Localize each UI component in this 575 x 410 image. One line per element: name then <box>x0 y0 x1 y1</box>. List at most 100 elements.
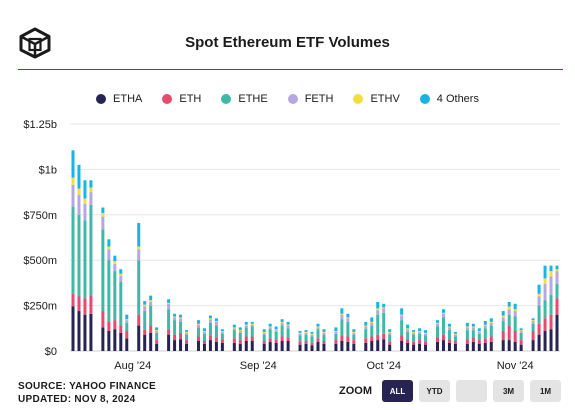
bar-segment-eth[interactable] <box>244 336 248 342</box>
bar-segment-feth[interactable] <box>155 331 159 333</box>
bar-segment-feth[interactable] <box>71 184 75 207</box>
bar-segment-ethv[interactable] <box>113 261 117 264</box>
bar-segment-feth[interactable] <box>424 333 428 336</box>
bar-segment-feth[interactable] <box>304 332 308 335</box>
bar-segment-ethe[interactable] <box>465 330 469 340</box>
bar-segment-eth[interactable] <box>71 293 75 307</box>
bar-segment-etha[interactable] <box>125 338 129 351</box>
bar-segment-eth[interactable] <box>185 340 189 344</box>
bar-segment-eth[interactable] <box>435 337 439 342</box>
bar-segment-feth[interactable] <box>274 330 278 332</box>
bar-segment-4-others[interactable] <box>555 265 559 270</box>
bar-segment-feth[interactable] <box>232 328 236 331</box>
bar-segment-feth[interactable] <box>214 321 218 326</box>
bar-segment-ethv[interactable] <box>143 304 147 307</box>
bar-segment-ethe[interactable] <box>364 329 368 339</box>
bar-segment-4-others[interactable] <box>196 320 200 324</box>
bar-segment-feth[interactable] <box>143 306 147 312</box>
bar-segment-ethv[interactable] <box>519 330 523 332</box>
bar-segment-ethv[interactable] <box>280 321 284 323</box>
bar-segment-etha[interactable] <box>400 341 404 351</box>
bar-segment-ethe[interactable] <box>322 334 326 342</box>
bar-segment-ethv[interactable] <box>286 324 290 326</box>
bar-segment-ethv[interactable] <box>89 187 93 193</box>
legend-item-0[interactable]: ETHA <box>96 91 142 107</box>
bar-segment-etha[interactable] <box>298 344 302 351</box>
bar-segment-4-others[interactable] <box>208 315 212 319</box>
bar-segment-etha[interactable] <box>214 341 218 351</box>
legend-item-1[interactable]: ETH <box>162 91 201 107</box>
bar-segment-feth[interactable] <box>507 309 511 315</box>
bar-segment-ethv[interactable] <box>477 331 481 332</box>
bar-segment-etha[interactable] <box>83 314 87 351</box>
bar-segment-eth[interactable] <box>155 340 159 344</box>
bar-segment-4-others[interactable] <box>202 328 206 332</box>
bar-segment-ethe[interactable] <box>471 330 475 338</box>
bar-segment-ethv[interactable] <box>513 309 517 312</box>
bar-segment-ethe[interactable] <box>435 326 439 338</box>
bar-segment-eth[interactable] <box>179 332 183 340</box>
bar-segment-eth[interactable] <box>340 335 344 342</box>
bar-segment-ethe[interactable] <box>424 335 428 342</box>
bar-segment-ethv[interactable] <box>304 331 308 333</box>
bar-segment-ethv[interactable] <box>202 331 206 332</box>
bar-segment-4-others[interactable] <box>507 301 511 307</box>
bar-segment-etha[interactable] <box>513 341 517 351</box>
bar-segment-ethe[interactable] <box>418 333 422 341</box>
bar-segment-eth[interactable] <box>274 339 278 343</box>
bar-segment-etha[interactable] <box>77 311 81 351</box>
bar-segment-ethe[interactable] <box>376 314 380 335</box>
bar-segment-ethe[interactable] <box>280 325 284 337</box>
bar-segment-eth[interactable] <box>501 331 505 341</box>
bar-segment-ethv[interactable] <box>250 323 254 325</box>
bar-segment-4-others[interactable] <box>89 180 93 188</box>
bar-segment-ethe[interactable] <box>334 333 338 341</box>
bar-segment-eth[interactable] <box>489 336 493 342</box>
bar-segment-4-others[interactable] <box>119 269 123 274</box>
bar-segment-feth[interactable] <box>376 310 380 315</box>
bar-segment-feth[interactable] <box>400 315 404 321</box>
bar-segment-feth[interactable] <box>352 332 356 335</box>
bar-segment-etha[interactable] <box>167 334 171 351</box>
bar-segment-ethe[interactable] <box>262 334 266 342</box>
bar-segment-ethv[interactable] <box>555 269 559 272</box>
bar-segment-eth[interactable] <box>537 323 541 335</box>
bar-segment-feth[interactable] <box>244 325 248 328</box>
bar-segment-4-others[interactable] <box>298 331 302 333</box>
bar-segment-eth[interactable] <box>262 341 266 344</box>
bar-segment-etha[interactable] <box>382 339 386 351</box>
bar-segment-4-others[interactable] <box>268 323 272 327</box>
bar-segment-ethv[interactable] <box>483 324 487 326</box>
bar-segment-eth[interactable] <box>531 331 535 341</box>
bar-segment-eth[interactable] <box>107 321 111 332</box>
bar-segment-feth[interactable] <box>388 332 392 335</box>
zoom-button-3m[interactable]: 3M <box>493 380 524 402</box>
bar-segment-feth[interactable] <box>316 327 320 330</box>
bar-segment-4-others[interactable] <box>250 321 254 324</box>
bar-segment-4-others[interactable] <box>400 308 404 315</box>
bar-segment-4-others[interactable] <box>310 331 314 334</box>
bar-segment-feth[interactable] <box>125 320 129 323</box>
bar-segment-ethv[interactable] <box>537 293 541 297</box>
legend-item-2[interactable]: ETHE <box>221 91 268 107</box>
bar-segment-4-others[interactable] <box>155 327 159 331</box>
bar-segment-etha[interactable] <box>388 344 392 351</box>
bar-segment-eth[interactable] <box>101 311 105 328</box>
bar-segment-4-others[interactable] <box>214 318 218 322</box>
bar-segment-ethe[interactable] <box>549 294 553 315</box>
bar-segment-ethe[interactable] <box>71 206 75 294</box>
bar-segment-4-others[interactable] <box>137 222 141 247</box>
bar-segment-ethe[interactable] <box>489 325 493 337</box>
bar-segment-eth[interactable] <box>113 320 117 330</box>
bar-segment-4-others[interactable] <box>322 329 326 332</box>
bar-segment-eth[interactable] <box>238 340 242 344</box>
bar-segment-etha[interactable] <box>101 327 105 351</box>
bar-segment-eth[interactable] <box>232 338 236 343</box>
bar-segment-eth[interactable] <box>555 298 559 315</box>
bar-segment-4-others[interactable] <box>388 329 392 332</box>
zoom-button-ytd[interactable]: YTD <box>419 380 450 402</box>
legend-item-3[interactable]: FETH <box>287 91 333 107</box>
bar-segment-feth[interactable] <box>262 332 266 335</box>
bar-segment-ethv[interactable] <box>334 331 338 332</box>
bar-segment-eth[interactable] <box>519 340 523 345</box>
